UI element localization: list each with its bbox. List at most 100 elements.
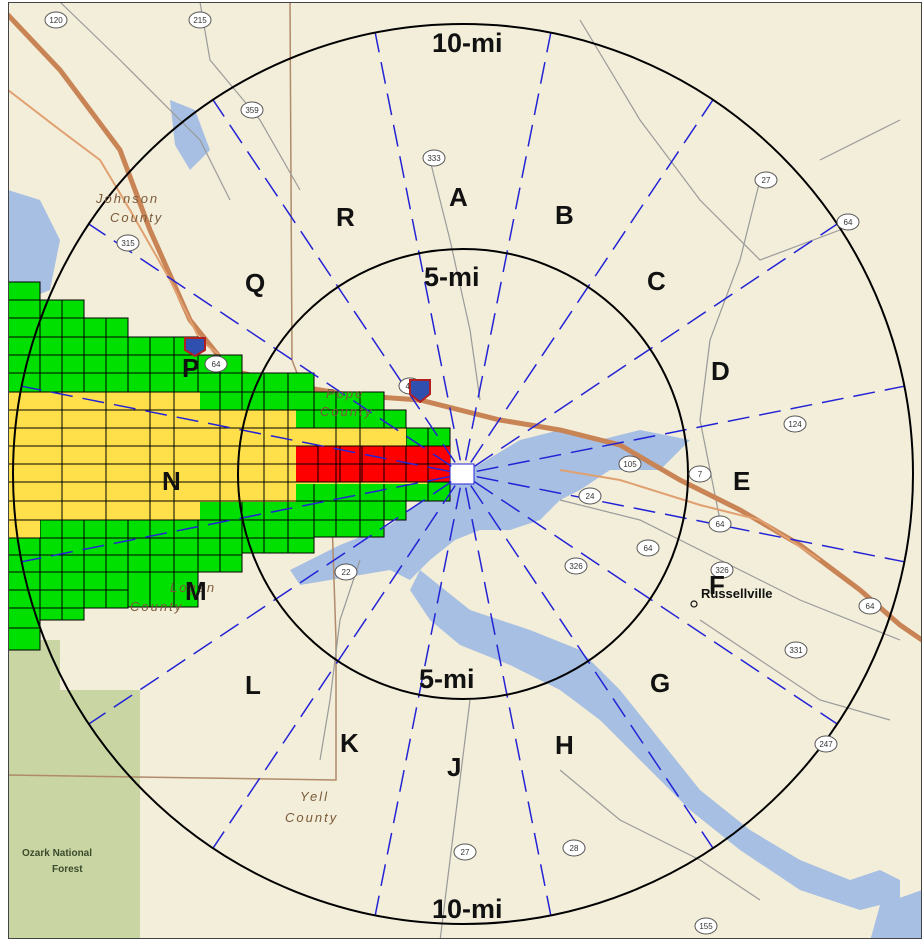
- sector-boundary-line: [476, 385, 905, 473]
- ozark-national-forest-area: [8, 640, 140, 939]
- city-label-russellville: Russellville: [701, 586, 773, 601]
- county-label-yell: Yell: [300, 789, 329, 804]
- highway-shields: 1202153593332764315644071241052432664642…: [44, 11, 882, 935]
- sector-label-m: M: [185, 576, 207, 606]
- sector-label-b: B: [555, 200, 574, 230]
- highway-shield-icon: [188, 11, 212, 29]
- highway-shield-number: 64: [212, 360, 221, 369]
- sector-boundary-line: [374, 32, 462, 461]
- sector-boundary-line: [212, 485, 456, 849]
- highway-shield-number: 64: [716, 520, 725, 529]
- lake-north: [170, 100, 210, 170]
- highway-shield-icon: [858, 597, 882, 615]
- highway-shield-icon: [710, 561, 734, 579]
- ring-label-10mi-bottom: 10-mi: [432, 894, 503, 924]
- highway-shield-number: 27: [762, 176, 771, 185]
- sector-label-h: H: [555, 730, 574, 760]
- sector-label-g: G: [650, 668, 670, 698]
- sector-boundary-line: [464, 32, 552, 461]
- highway-shield-icon: [453, 843, 477, 861]
- sector-boundary-lines: [21, 32, 905, 916]
- sector-label-n: N: [162, 466, 181, 496]
- sector-label-c: C: [647, 266, 666, 296]
- highway-shield-icon: [694, 917, 718, 935]
- plume-grid-lines: [8, 299, 450, 629]
- sector-boundary-line: [88, 481, 452, 725]
- sector-boundary-line: [474, 481, 838, 725]
- highway-shield-icon: [836, 213, 860, 231]
- highway-shield-icon: [814, 735, 838, 753]
- sector-label-d: D: [711, 356, 730, 386]
- sector-label-q: Q: [245, 268, 265, 298]
- plant-site: [449, 463, 475, 485]
- ring-5-mile: [237, 248, 689, 700]
- highway-shield-number: 331: [789, 646, 803, 655]
- sector-boundary-line: [374, 487, 462, 916]
- sector-label-f: F: [709, 570, 725, 600]
- highway-shield-number: 326: [569, 562, 583, 571]
- sector-label-k: K: [340, 728, 359, 758]
- sector-boundary-line: [470, 485, 714, 849]
- sector-boundary-line: [21, 475, 450, 563]
- ring-10-mile: [12, 23, 914, 925]
- highway-shield-number: 24: [586, 492, 595, 501]
- ring-label-10mi-top: 10-mi: [432, 28, 503, 58]
- highway-shield-number: 120: [49, 16, 63, 25]
- sector-boundary-line: [212, 99, 456, 463]
- arkansas-river: [410, 570, 900, 910]
- highway-shield-number: 215: [193, 16, 207, 25]
- sector-boundary-line: [474, 223, 838, 467]
- sector-boundary-line: [21, 385, 450, 473]
- highway-shield-number: 64: [866, 602, 875, 611]
- county-label-johnson-county: County: [110, 210, 163, 225]
- highway-shield-icon: [240, 101, 264, 119]
- sector-label-r: R: [336, 202, 355, 232]
- highway-shield-number: 64: [844, 218, 853, 227]
- highway-shield-icon: [422, 149, 446, 167]
- interstate-shield-icon: [184, 337, 431, 404]
- highway-shield-icon: [784, 641, 808, 659]
- highway-shield-number: 22: [342, 568, 351, 577]
- highway-shield-number: 315: [121, 239, 135, 248]
- county-label-yell-county: County: [285, 810, 338, 825]
- sector-label-j: J: [447, 752, 461, 782]
- ring-label-5mi-bottom: 5-mi: [419, 664, 475, 694]
- minor-roads: [59, 2, 901, 939]
- highway-shield-icon: [578, 487, 602, 505]
- highway-shield-icon: [564, 557, 588, 575]
- highway-shield-number: 64: [644, 544, 653, 553]
- highway-shield-number: 247: [819, 740, 833, 749]
- highway-shield-number: 155: [699, 922, 713, 931]
- river-southeast: [870, 890, 922, 939]
- sector-label-a: A: [449, 182, 468, 212]
- county-label-pope-county: County: [320, 404, 373, 419]
- highway-shield-icon: [562, 839, 586, 857]
- sector-boundary-line: [476, 475, 905, 563]
- county-label-johnson: Johnson: [95, 191, 159, 206]
- highway-shield-icon: [618, 455, 642, 473]
- highway-shield-number: 359: [245, 106, 259, 115]
- highway-shield-number: 333: [427, 154, 441, 163]
- forest-label-line1: Ozark National: [22, 848, 92, 859]
- highway-shield-icon: [334, 563, 358, 581]
- highway-shield-icon: [116, 234, 140, 252]
- county-label-logan-county: County: [130, 599, 183, 614]
- sector-boundary-line: [470, 99, 714, 463]
- highway-shield-icon: [204, 355, 228, 373]
- highway-shield-number: 27: [461, 848, 470, 857]
- highway-shield-number: 105: [623, 460, 637, 469]
- sector-label-e: E: [733, 466, 750, 496]
- county-label-pope: Pope: [326, 386, 364, 401]
- sector-label-p: P: [182, 353, 199, 383]
- highway-shield-icon: [754, 171, 778, 189]
- sector-boundary-line: [464, 487, 552, 916]
- county-label-logan: Logan: [170, 580, 216, 595]
- highway-shield-number: 326: [715, 566, 729, 575]
- highway-shield-icon: [636, 539, 660, 557]
- city-marker-icon: [690, 600, 698, 608]
- dardanelle-reservoir: [290, 430, 690, 585]
- highway-shield-number: 7: [698, 470, 703, 479]
- sector-boundary-line: [88, 223, 452, 467]
